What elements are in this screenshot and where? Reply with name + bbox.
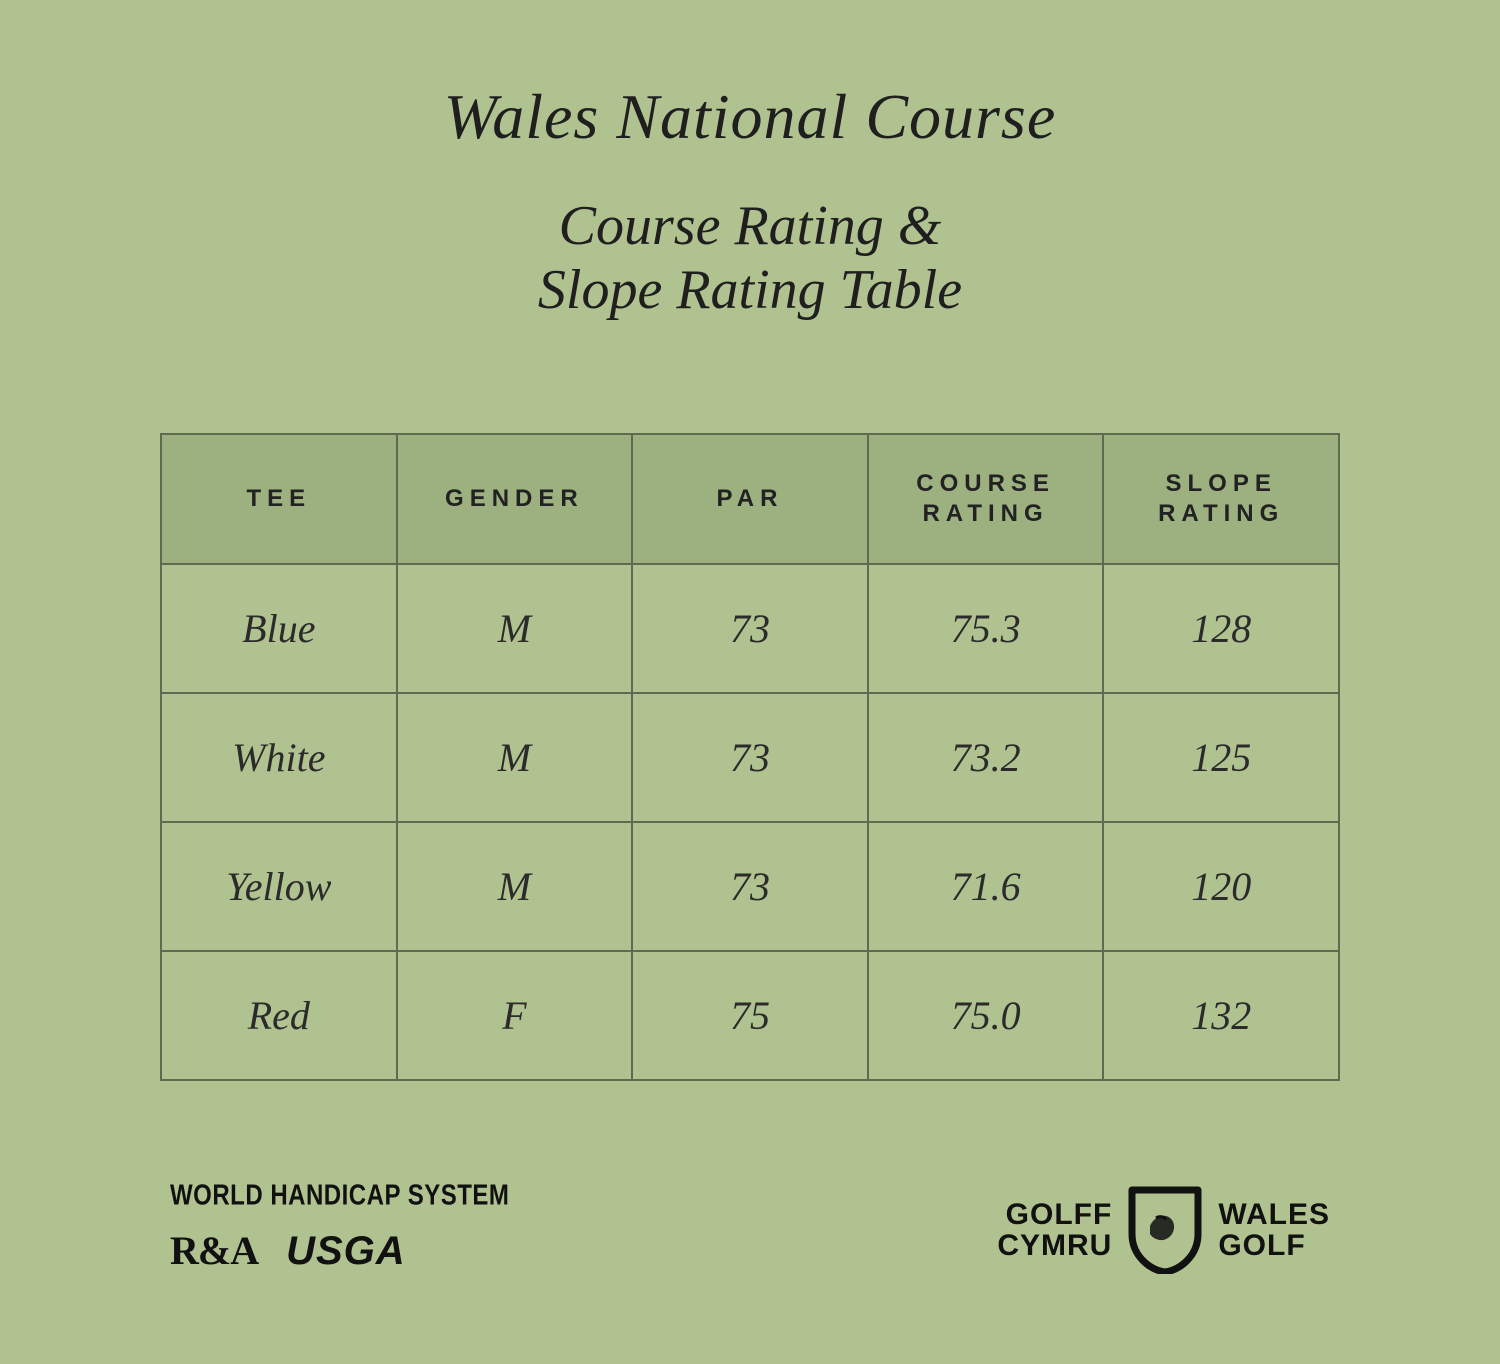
cell-course-rating: 75.0: [868, 951, 1104, 1080]
golf-label: GOLF: [1218, 1230, 1330, 1262]
col-slope-rating: SLOPE RATING: [1103, 434, 1339, 564]
cell-gender: M: [397, 564, 633, 693]
table-row: White M 73 73.2 125: [161, 693, 1339, 822]
wales-golf-text: WALES GOLF: [1218, 1199, 1330, 1262]
footer: WORLD HANDICAP SYSTEM R&A USGA GOLFF CYM…: [160, 1185, 1340, 1304]
cell-slope-rating: 125: [1103, 693, 1339, 822]
table-header-row: TEE GENDER PAR COURSE RATING SLOPE RATIN…: [161, 434, 1339, 564]
cell-tee: Red: [161, 951, 397, 1080]
col-tee: TEE: [161, 434, 397, 564]
cell-par: 75: [632, 951, 868, 1080]
subtitle-line-2: Slope Rating Table: [538, 259, 962, 321]
whs-logo-block: WORLD HANDICAP SYSTEM R&A USGA: [170, 1185, 509, 1274]
cell-slope-rating: 120: [1103, 822, 1339, 951]
whs-orgs: R&A USGA: [170, 1227, 509, 1274]
cell-tee: Yellow: [161, 822, 397, 951]
shield-icon: [1126, 1186, 1204, 1274]
cell-gender: M: [397, 693, 633, 822]
cymru-label: CYMRU: [997, 1230, 1112, 1262]
cell-par: 73: [632, 693, 868, 822]
page-container: Wales National Course Course Rating & Sl…: [0, 0, 1500, 1364]
wales-label: WALES: [1218, 1199, 1330, 1231]
cell-par: 73: [632, 564, 868, 693]
table-row: Red F 75 75.0 132: [161, 951, 1339, 1080]
col-gender: GENDER: [397, 434, 633, 564]
cell-tee: White: [161, 693, 397, 822]
whs-title: WORLD HANDICAP SYSTEM: [170, 1179, 509, 1213]
usga-logo-text: USGA: [286, 1229, 406, 1274]
wales-golf-logo-block: GOLFF CYMRU WALES GOLF: [997, 1186, 1330, 1274]
table-row: Yellow M 73 71.6 120: [161, 822, 1339, 951]
cell-slope-rating: 132: [1103, 951, 1339, 1080]
cell-slope-rating: 128: [1103, 564, 1339, 693]
subtitle-line-1: Course Rating &: [559, 195, 942, 257]
cell-tee: Blue: [161, 564, 397, 693]
cell-course-rating: 71.6: [868, 822, 1104, 951]
golff-cymru-text: GOLFF CYMRU: [997, 1199, 1112, 1262]
cell-course-rating: 75.3: [868, 564, 1104, 693]
rating-table: TEE GENDER PAR COURSE RATING SLOPE RATIN…: [160, 433, 1340, 1081]
page-subtitle: Course Rating & Slope Rating Table: [160, 194, 1340, 323]
table-row: Blue M 73 75.3 128: [161, 564, 1339, 693]
cell-course-rating: 73.2: [868, 693, 1104, 822]
golff-label: GOLFF: [997, 1199, 1112, 1231]
col-par: PAR: [632, 434, 868, 564]
course-title: Wales National Course: [160, 80, 1340, 154]
cell-par: 73: [632, 822, 868, 951]
cell-gender: F: [397, 951, 633, 1080]
ra-logo-text: R&A: [170, 1227, 258, 1274]
cell-gender: M: [397, 822, 633, 951]
col-course-rating: COURSE RATING: [868, 434, 1104, 564]
